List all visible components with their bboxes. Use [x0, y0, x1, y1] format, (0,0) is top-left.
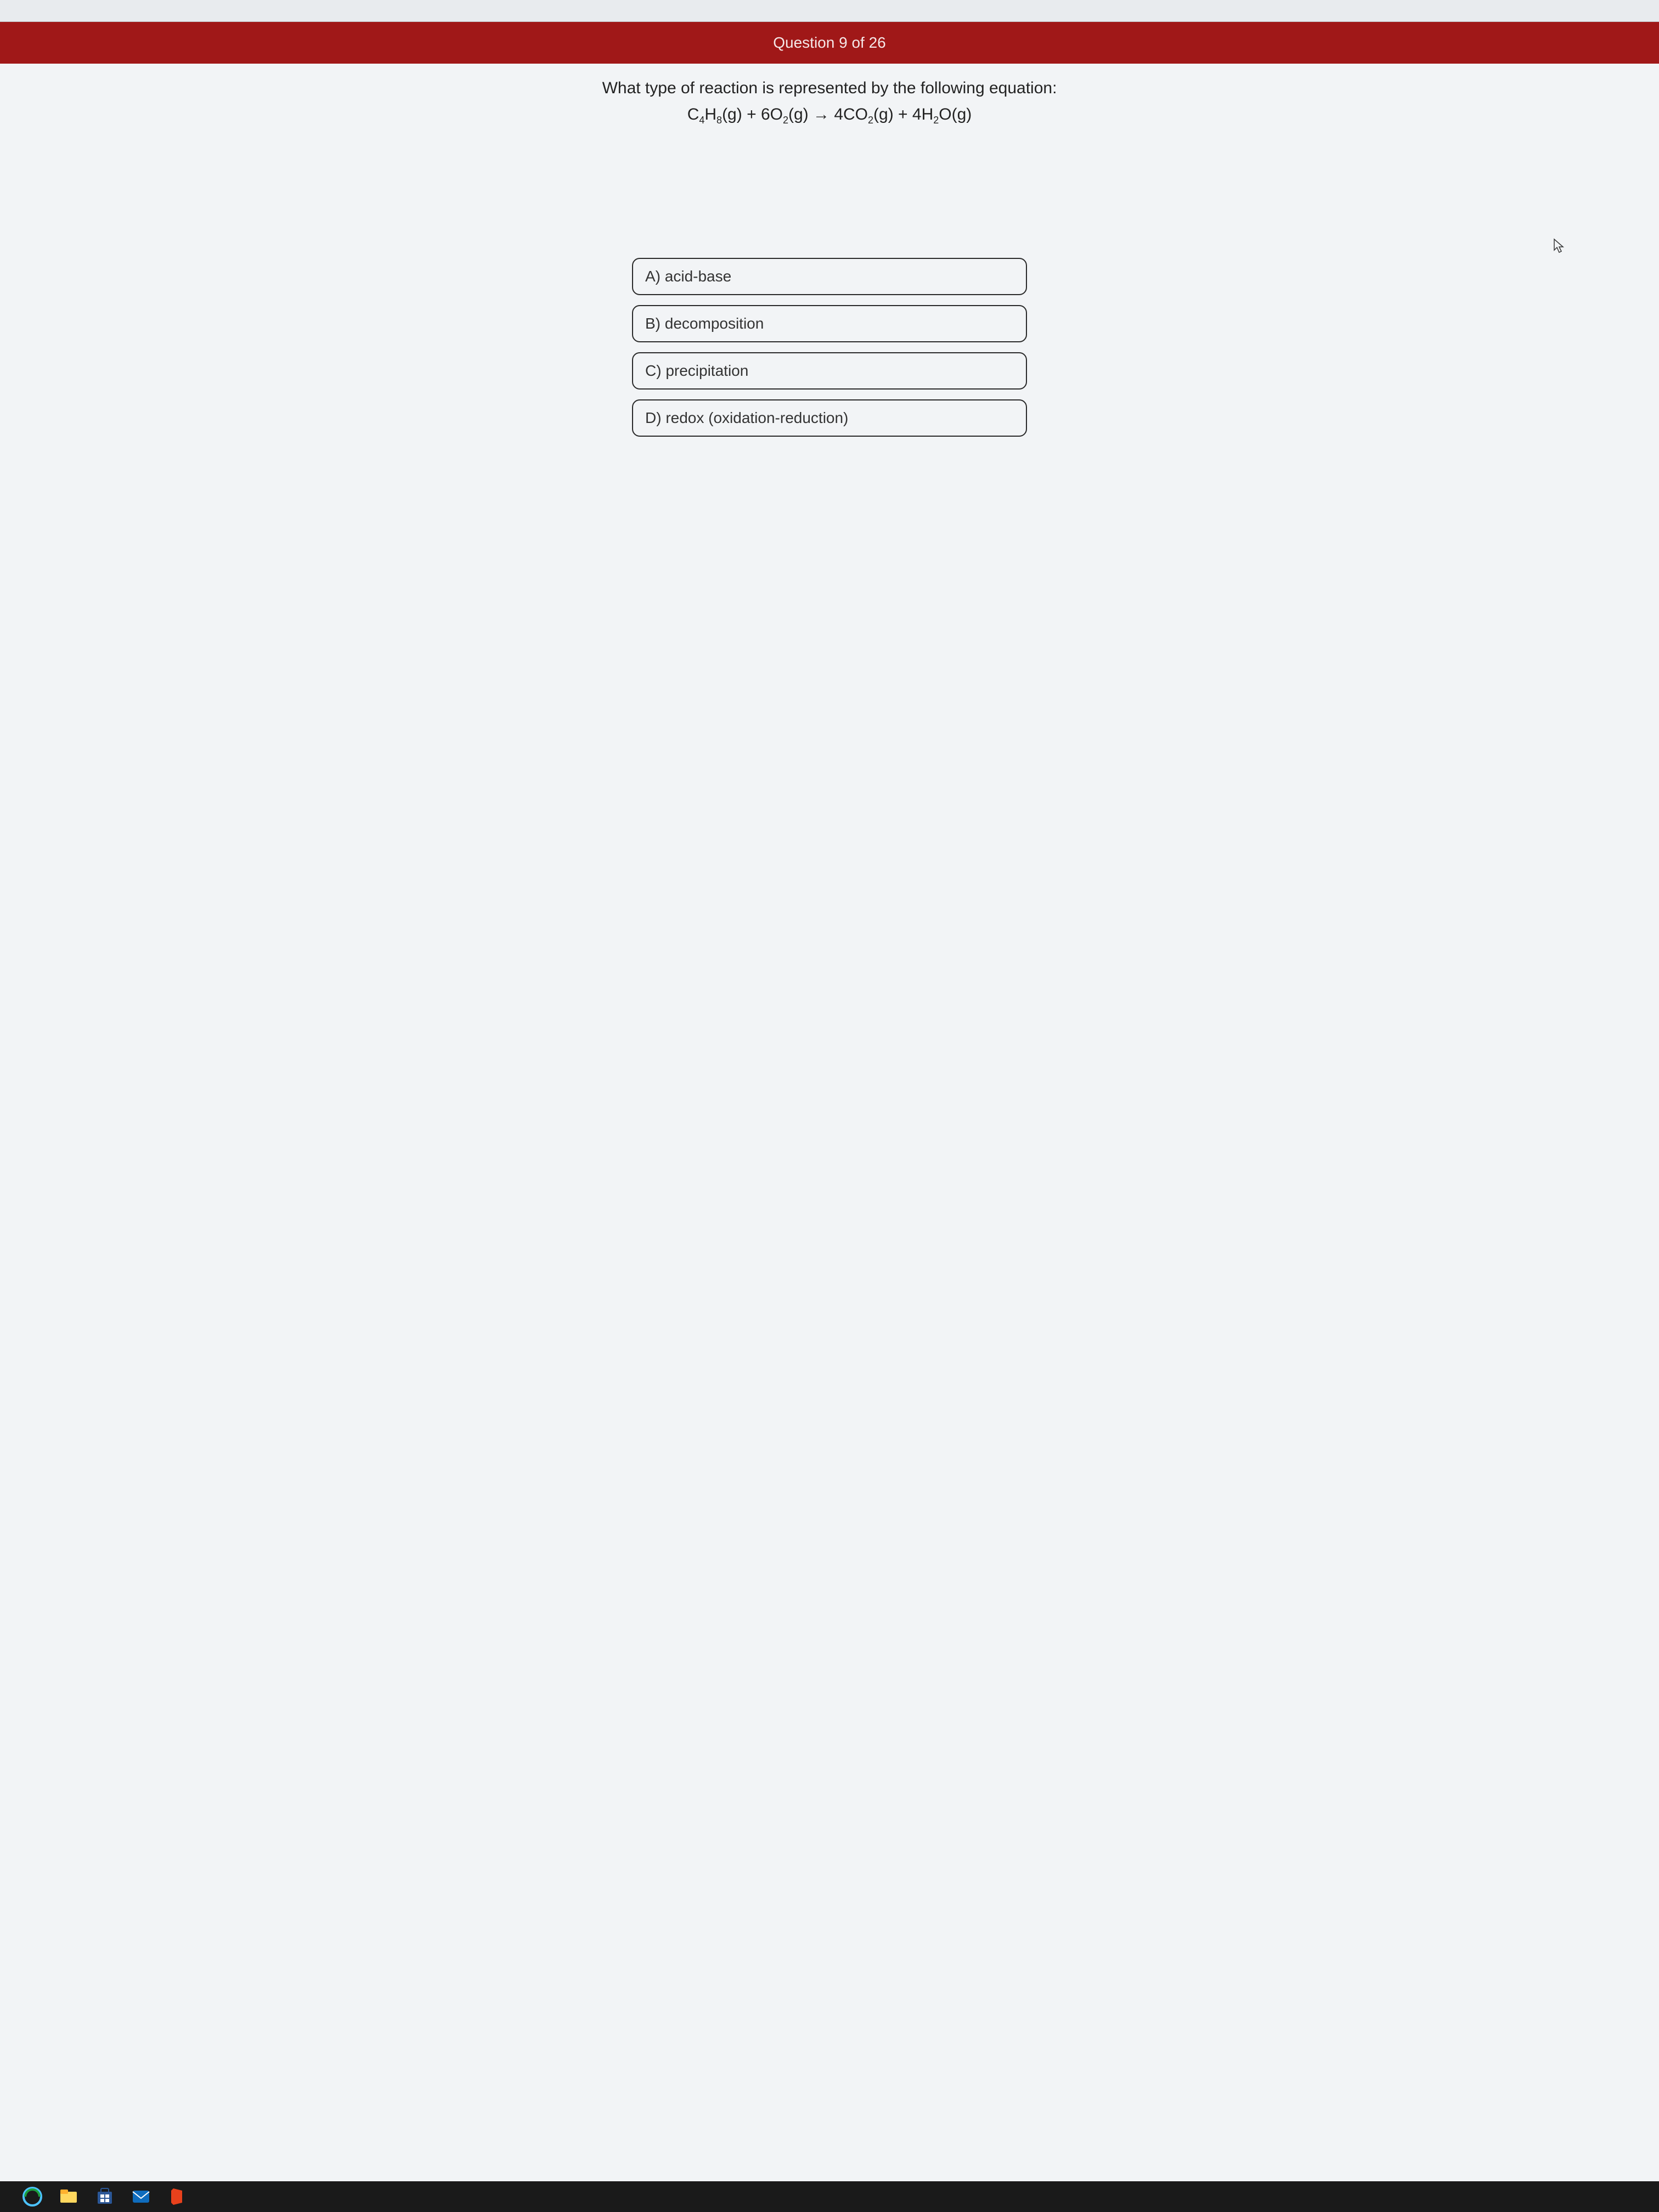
option-b-label: B) decomposition: [645, 315, 764, 332]
question-progress-text: Question 9 of 26: [773, 34, 885, 51]
question-prompt: What type of reaction is represented by …: [0, 64, 1659, 105]
option-b-button[interactable]: B) decomposition: [632, 305, 1027, 342]
office-icon[interactable]: [167, 2186, 188, 2207]
option-a-button[interactable]: A) acid-base: [632, 258, 1027, 295]
option-d-label: D) redox (oxidation-reduction): [645, 409, 848, 426]
option-a-label: A) acid-base: [645, 268, 731, 285]
browser-top-bar: [0, 0, 1659, 22]
windows-taskbar[interactable]: [0, 2181, 1659, 2212]
option-c-label: C) precipitation: [645, 362, 748, 379]
content-area: What type of reaction is represented by …: [0, 64, 1659, 2181]
option-c-button[interactable]: C) precipitation: [632, 352, 1027, 390]
option-d-button[interactable]: D) redox (oxidation-reduction): [632, 399, 1027, 437]
mouse-cursor-icon: [1553, 238, 1566, 255]
question-progress-header: Question 9 of 26: [0, 22, 1659, 64]
microsoft-store-icon[interactable]: [94, 2186, 115, 2207]
answer-options: A) acid-base B) decomposition C) precipi…: [632, 258, 1027, 437]
edge-browser-icon[interactable]: [22, 2186, 43, 2207]
chemical-equation: C4H8(g) + 6O2(g) → 4CO2(g) + 4H2O(g): [0, 105, 1659, 148]
mail-icon[interactable]: [131, 2186, 151, 2207]
file-explorer-icon[interactable]: [58, 2186, 79, 2207]
